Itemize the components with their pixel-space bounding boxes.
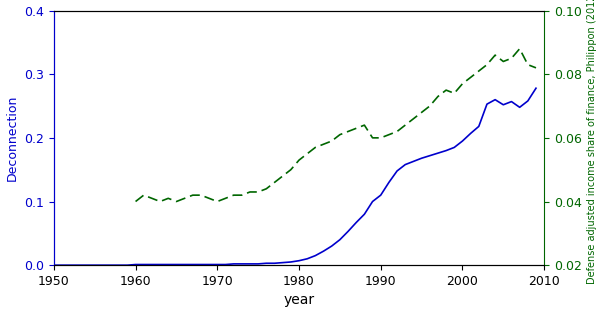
Y-axis label: Defense adjusted income share of finance, Philippon (2012): Defense adjusted income share of finance… [587, 0, 598, 285]
X-axis label: year: year [283, 294, 315, 307]
Y-axis label: Deconnection: Deconnection [5, 95, 19, 181]
